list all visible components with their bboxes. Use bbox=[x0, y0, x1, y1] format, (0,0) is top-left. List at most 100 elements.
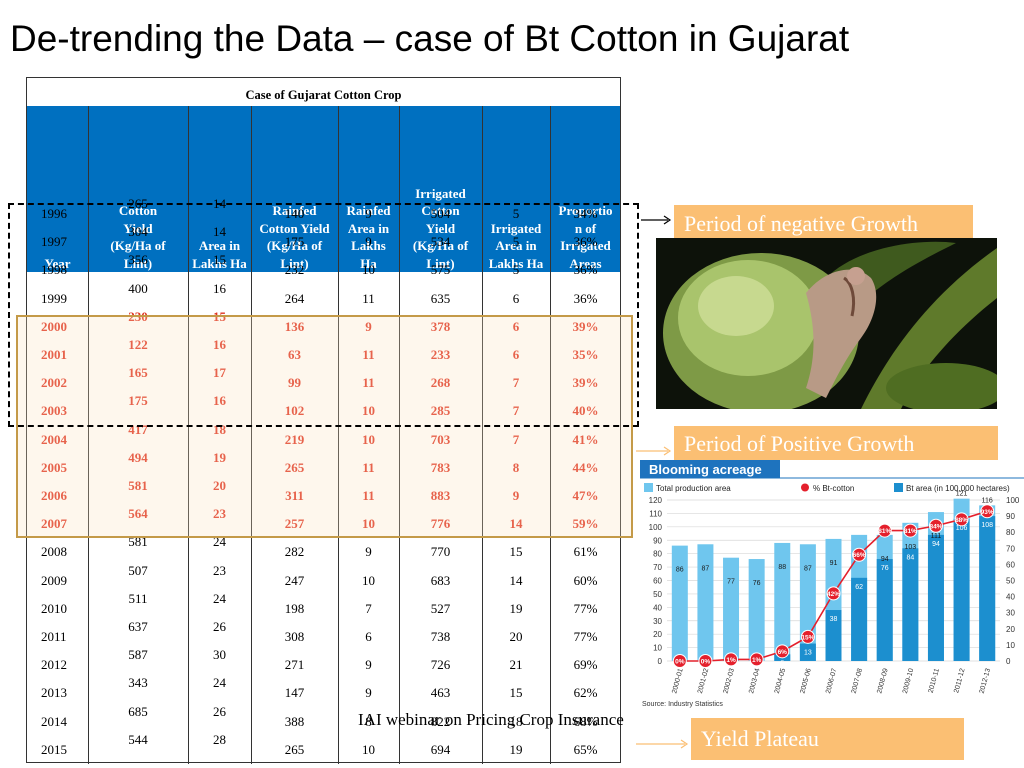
chart-xtick: 2001-02 bbox=[697, 668, 710, 695]
bar-bt-label: 62 bbox=[855, 584, 863, 591]
table-cell-irr-area: 8 bbox=[512, 459, 520, 475]
table-cell-yield: 304 bbox=[128, 224, 148, 240]
table-cell-irr-area: 5 bbox=[512, 206, 520, 221]
chart-xtick: 2004-05 bbox=[774, 668, 787, 695]
chart-title-bar bbox=[640, 460, 780, 478]
pct-bt-point bbox=[724, 652, 739, 667]
chart-ytick-right: 0 bbox=[1006, 657, 1011, 666]
bar-bt-area bbox=[979, 516, 996, 661]
header-irrigated-area: Irrigated Area in Lakhs Ha bbox=[488, 220, 544, 271]
bar-total-label: 87 bbox=[804, 565, 812, 572]
table-cell-prop: 69% bbox=[573, 657, 598, 673]
header-proportion-irrigated: Proportio n of Irrigated Areas bbox=[558, 203, 613, 271]
table-cell-rainfed-yield: 311 bbox=[285, 488, 304, 503]
table-cell-irr-yield: 504 bbox=[430, 206, 451, 221]
pct-bt-point bbox=[775, 644, 790, 659]
table-cell-prop: 34% bbox=[573, 206, 598, 221]
bar-total-area bbox=[774, 542, 791, 661]
chart-ytick-right: 90 bbox=[1006, 512, 1015, 521]
table-cell-yield: 122 bbox=[128, 337, 148, 352]
legend-swatch-bt bbox=[894, 483, 903, 492]
table-cell-yield: 511 bbox=[128, 590, 148, 606]
table-cell-year: 2013 bbox=[41, 685, 67, 701]
table-cell-rainfed-area: 9 bbox=[365, 657, 372, 673]
table-cell-rainfed-yield: 271 bbox=[284, 657, 305, 673]
table-cell-rainfed-area: 10 bbox=[362, 403, 375, 419]
table-cell-prop: 36% bbox=[573, 290, 598, 306]
table-cell-rainfed-area: 9 bbox=[365, 544, 372, 560]
table-cell-irr-yield: 683 bbox=[430, 572, 451, 588]
arrow-icon bbox=[641, 215, 672, 225]
table-cell-year: 2003 bbox=[41, 403, 67, 419]
table-cell-irr-area: 5 bbox=[512, 262, 520, 278]
table-cell-rainfed-yield: 265 bbox=[284, 459, 305, 475]
table-cell-irr-yield: 268 bbox=[430, 375, 451, 391]
table-cell-prop: 68% bbox=[573, 713, 598, 729]
table-cell-irr-yield: 783 bbox=[430, 459, 451, 475]
table-cell-area: 28 bbox=[213, 731, 226, 747]
table-cell-prop: 61% bbox=[573, 544, 598, 560]
pct-bt-label: 93% bbox=[981, 509, 994, 516]
table-cell-area: 17 bbox=[213, 365, 226, 381]
legend-swatch-total bbox=[644, 483, 653, 492]
legend-label-pct: % Bt-cotton bbox=[813, 484, 854, 493]
table-cell-prop: 47% bbox=[572, 488, 599, 503]
table-cell-rainfed-area: 11 bbox=[362, 290, 375, 306]
table-cell-rainfed-yield: 198 bbox=[284, 600, 305, 616]
table-cell-rainfed-area: 10 bbox=[362, 431, 375, 447]
table-cell-yield: 507 bbox=[128, 562, 148, 578]
chart-ytick-right: 60 bbox=[1006, 560, 1015, 569]
bar-bt-area bbox=[799, 643, 816, 661]
table-cell-irr-yield: 575 bbox=[430, 262, 451, 278]
pct-bt-label: 88% bbox=[955, 517, 968, 524]
table-cell-year: 2007 bbox=[41, 516, 67, 532]
bar-bt-area bbox=[876, 559, 893, 661]
table-cell-irr-yield: 822 bbox=[430, 713, 451, 729]
chart-xtick: 2003-04 bbox=[748, 668, 761, 695]
chart-xtick: 2012-13 bbox=[979, 668, 992, 695]
table-cell-rainfed-area: 9 bbox=[365, 234, 372, 250]
table-cell-irr-area: 7 bbox=[512, 403, 520, 419]
table-cell-year: 2004 bbox=[41, 431, 67, 447]
table-cell-prop: 77% bbox=[573, 600, 598, 616]
bar-total-label: 116 bbox=[982, 497, 993, 504]
table-cell-prop: 39% bbox=[572, 375, 599, 391]
table-cell-rainfed-area: 9 bbox=[365, 685, 372, 701]
table-cell-prop: 60% bbox=[573, 572, 598, 588]
bar-total-label: 121 bbox=[956, 491, 968, 498]
arrow-icon bbox=[636, 739, 689, 749]
bar-total-area bbox=[671, 545, 688, 661]
bar-bt-label: 76 bbox=[881, 565, 889, 572]
table-cell-area: 26 bbox=[213, 703, 226, 719]
table-cell-year: 1998 bbox=[41, 262, 67, 278]
column-divider bbox=[188, 106, 189, 764]
pct-bt-label: 1% bbox=[726, 657, 736, 664]
chart-ytick-left: 50 bbox=[653, 590, 662, 599]
table-cell-area: 14 bbox=[213, 224, 226, 240]
table-cell-prop: 77% bbox=[573, 629, 598, 644]
table-cell-prop: 40% bbox=[572, 403, 599, 419]
table-cell-rainfed-yield: 219 bbox=[284, 431, 305, 447]
table-cell-yield: 564 bbox=[128, 506, 148, 522]
bar-bt-label: 108 bbox=[981, 522, 993, 529]
pct-bt-point bbox=[980, 504, 995, 519]
bar-total-label: 86 bbox=[676, 567, 684, 574]
chart-ytick-right: 10 bbox=[1006, 641, 1015, 650]
chart-ytick-left: 20 bbox=[653, 630, 662, 639]
bar-bt-area bbox=[953, 518, 970, 661]
header-rainfed-area: Rainfed Area in Lakhs Ha bbox=[346, 203, 391, 271]
table-cell-irr-area: 14 bbox=[509, 572, 523, 588]
table-cell-rainfed-area: 10 bbox=[362, 572, 375, 588]
table-cell-rainfed-yield: 136 bbox=[284, 318, 305, 334]
chart-ytick-right: 40 bbox=[1006, 593, 1015, 602]
table-cell-irr-area: 6 bbox=[512, 318, 520, 334]
cotton-data-table: Case of Gujarat Cotton Crop Year Cotton Y… bbox=[26, 77, 621, 764]
table-cell-irr-yield: 776 bbox=[430, 516, 451, 532]
table-cell-area: 24 bbox=[213, 675, 226, 691]
pct-bt-label: 1% bbox=[752, 657, 762, 664]
column-divider bbox=[399, 106, 400, 764]
table-cell-prop: 65% bbox=[573, 741, 598, 757]
table-cell-area: 20 bbox=[213, 478, 226, 493]
table-cell-year: 2014 bbox=[41, 713, 67, 729]
chart-xtick: 2007-08 bbox=[851, 668, 864, 695]
